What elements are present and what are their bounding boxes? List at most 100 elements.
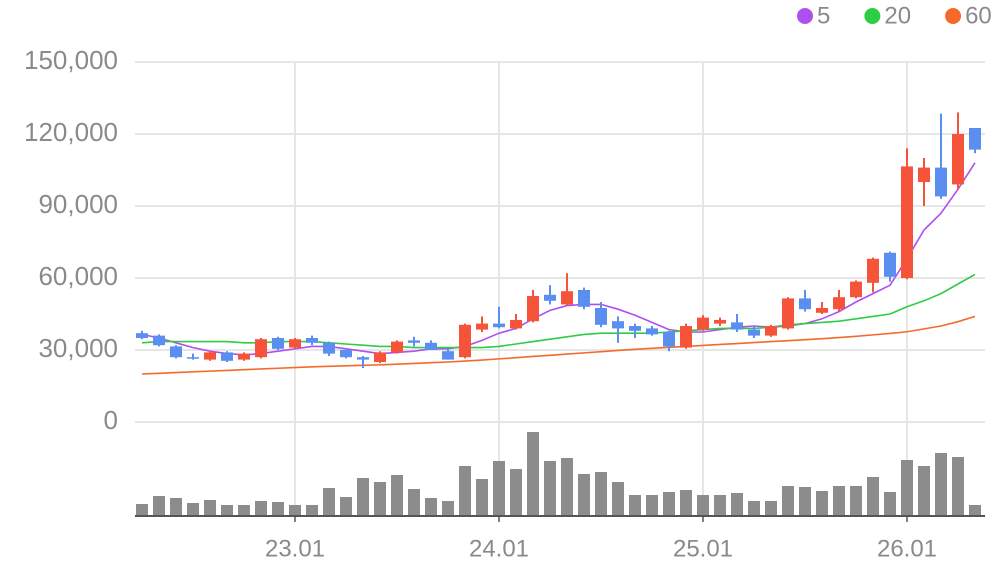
- candle-body: [884, 252, 896, 277]
- candle-body: [272, 338, 284, 349]
- candle-body: [374, 352, 386, 362]
- volume-bar: [544, 461, 556, 516]
- volume-bar: [255, 501, 267, 516]
- candle-body: [697, 317, 709, 330]
- volume-bar: [476, 479, 488, 516]
- candle-body: [442, 351, 454, 360]
- volume-bar: [697, 495, 709, 516]
- candle-body: [136, 333, 148, 338]
- volume-bar: [425, 498, 437, 516]
- candle-body: [867, 258, 879, 283]
- volume-bar: [663, 492, 675, 516]
- candle-body: [306, 338, 318, 343]
- volume-bar: [323, 488, 335, 516]
- candle-body: [527, 296, 539, 322]
- candle-body: [170, 346, 182, 358]
- volume-bar: [221, 505, 233, 516]
- candle-body: [238, 353, 250, 360]
- volume-bar: [306, 505, 318, 516]
- candle-body: [680, 326, 692, 348]
- candle-body: [408, 340, 420, 343]
- volume-bar: [850, 486, 862, 516]
- candle-body: [748, 329, 760, 336]
- ma-line: [141, 162, 976, 356]
- candle-body: [544, 294, 556, 301]
- volume-bar: [969, 505, 981, 516]
- candle-body: [476, 323, 488, 330]
- volume-bar: [204, 500, 216, 516]
- volume-bar: [510, 469, 522, 516]
- volume-bar: [833, 486, 845, 516]
- x-tick-label: 23.01: [265, 535, 325, 562]
- candle-body: [578, 290, 590, 307]
- candle-body: [357, 357, 369, 360]
- candle-body: [510, 320, 522, 329]
- x-tick-label: 26.01: [877, 535, 937, 562]
- candle-body: [255, 339, 267, 358]
- volume-bar: [714, 495, 726, 516]
- x-tick-label: 24.01: [469, 535, 529, 562]
- candle-body: [646, 328, 658, 335]
- candle-body: [850, 281, 862, 298]
- legend-dot: [945, 8, 962, 24]
- candle-body: [204, 352, 216, 360]
- volume-bar: [391, 475, 403, 516]
- candle-body: [833, 297, 845, 310]
- volume-bar: [782, 486, 794, 516]
- volume-bar: [646, 495, 658, 516]
- legend-label: 5: [817, 2, 830, 29]
- candle-body: [816, 308, 828, 313]
- legend-dot: [864, 8, 881, 24]
- candle-body: [969, 128, 981, 150]
- candle-body: [714, 320, 726, 324]
- volume-bar: [170, 498, 182, 516]
- candle-body: [561, 291, 573, 305]
- volume-bar: [680, 490, 692, 516]
- candle-body: [663, 332, 675, 347]
- y-tick-label: 30,000: [38, 333, 118, 363]
- y-tick-label: 0: [104, 405, 118, 435]
- volume-bar: [952, 457, 964, 516]
- volume-bar: [289, 505, 301, 516]
- volume-bar: [493, 461, 505, 516]
- volume-bar: [459, 466, 471, 516]
- volume-bar: [816, 491, 828, 516]
- volume-bar: [612, 482, 624, 516]
- candle-body: [765, 326, 777, 336]
- volume-bar: [374, 482, 386, 516]
- volume-bar: [867, 477, 879, 516]
- y-tick-label: 150,000: [24, 45, 118, 75]
- legend-dot: [797, 8, 813, 24]
- candle-body: [153, 335, 165, 346]
- volume-bar: [272, 502, 284, 516]
- candle-body: [918, 167, 930, 182]
- volume-bar: [527, 432, 539, 516]
- volume-bar: [748, 501, 760, 516]
- candle-body: [323, 342, 335, 354]
- ma-line: [141, 315, 976, 375]
- x-tick-label: 25.01: [673, 535, 733, 562]
- candle-body: [799, 298, 811, 310]
- volume-bar: [799, 487, 811, 516]
- candle-body: [612, 321, 624, 329]
- volume-bar: [357, 478, 369, 516]
- volume-bar: [187, 503, 199, 516]
- volume-bar: [238, 505, 250, 516]
- volume-bar: [731, 493, 743, 516]
- volume-bar: [595, 472, 607, 516]
- y-tick-label: 120,000: [24, 117, 118, 147]
- legend-label: 60: [965, 2, 992, 29]
- volume-bar: [901, 460, 913, 516]
- candle-body: [221, 352, 233, 361]
- volume-bar: [578, 474, 590, 516]
- candle-body: [391, 341, 403, 353]
- candle-body: [340, 350, 352, 358]
- volume-bar: [153, 496, 165, 516]
- volume-bar: [442, 501, 454, 516]
- volume-bar: [408, 489, 420, 516]
- candle-body: [782, 298, 794, 329]
- candle-body: [595, 308, 607, 325]
- candle-body: [731, 322, 743, 330]
- candle-body: [493, 323, 505, 328]
